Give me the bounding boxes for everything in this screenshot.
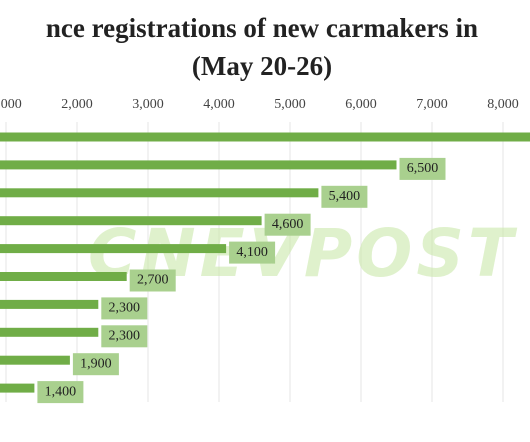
value-label-bg	[129, 269, 176, 292]
value-label-box: 4,600	[264, 213, 311, 236]
x-tick-label: 8,000	[487, 97, 519, 112]
x-tick-label: 3,000	[132, 97, 164, 112]
bar	[0, 327, 99, 337]
value-label-box: 6,500	[399, 157, 446, 180]
value-label: 1,400	[45, 384, 77, 399]
value-label-bg	[321, 185, 368, 208]
value-label: 2,300	[109, 329, 141, 344]
value-label-box: 1,900	[72, 353, 119, 376]
value-label-bg	[101, 325, 148, 348]
bar	[0, 216, 262, 226]
value-label-bg	[399, 157, 446, 180]
x-tick-label: 7,000	[416, 97, 448, 112]
value-label: 2,700	[137, 273, 169, 288]
value-label-bg	[264, 213, 311, 236]
x-tick-label: 4,000	[203, 97, 235, 112]
bar	[0, 244, 227, 254]
value-label-box: 5,400	[321, 185, 368, 208]
value-label-box: 2,300	[101, 297, 148, 320]
bar	[0, 299, 99, 309]
value-label: 4,100	[236, 245, 268, 260]
value-label-box: 2,700	[129, 269, 176, 292]
value-label-bg	[72, 353, 119, 376]
value-label-bg	[229, 241, 276, 264]
value-label: 1,900	[80, 356, 112, 371]
value-label-box: 2,300	[101, 325, 148, 348]
value-label-bg	[37, 381, 84, 404]
value-label: 6,500	[407, 161, 439, 176]
x-tick-label: 6,000	[345, 97, 377, 112]
chart-subtitle: (May 20-26)	[192, 51, 332, 81]
bar	[0, 132, 530, 142]
value-label-box: 1,400	[37, 381, 84, 404]
x-tick-label: 1,000	[0, 97, 22, 112]
bar	[0, 355, 70, 365]
x-tick-label: 5,000	[274, 97, 306, 112]
x-tick-label: 2,000	[61, 97, 93, 112]
value-label: 2,300	[109, 301, 141, 316]
value-label: 4,600	[272, 217, 304, 232]
bar	[0, 188, 319, 198]
bar	[0, 272, 127, 281]
chart-title: nce registrations of new carmakers in	[46, 13, 478, 43]
value-label-bg	[101, 297, 148, 320]
value-label: 5,400	[329, 189, 361, 204]
value-label-box: 4,100	[229, 241, 276, 264]
bar	[0, 383, 35, 393]
bar	[0, 160, 397, 170]
